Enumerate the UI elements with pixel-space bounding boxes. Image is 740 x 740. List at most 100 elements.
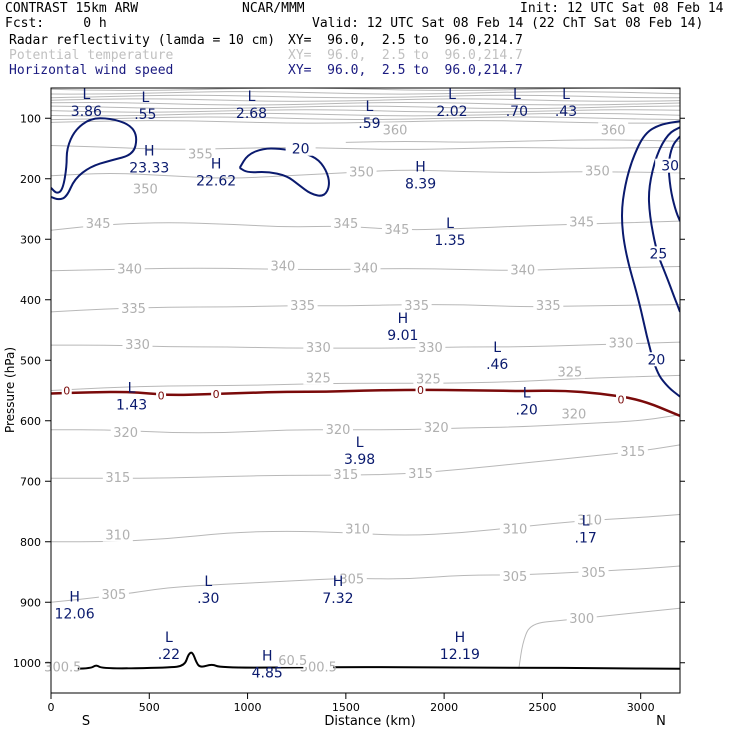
extremum-marker-0: L <box>82 87 90 103</box>
theta-label-320-2-bg <box>421 420 452 435</box>
theta-label-300.5-0: 300.5 <box>44 661 81 676</box>
extremum-value-9: 8.39 <box>405 177 436 193</box>
theta-contour-345 <box>51 220 680 231</box>
top-band-contour <box>51 98 680 102</box>
x-axis-left-end-label: S <box>82 714 90 729</box>
theta-label-300.5-0-bg <box>47 659 78 674</box>
refl-label-bg <box>211 388 222 400</box>
theta-label-350-1-bg <box>346 164 377 179</box>
top-band-contour <box>51 116 680 121</box>
extremum-marker-18: H <box>333 574 344 590</box>
theta-label-345-3-bg <box>566 214 597 229</box>
extremum-marker-16: L <box>582 514 590 530</box>
extremum-marker-1: L <box>141 90 149 106</box>
theta-contour-350 <box>51 169 680 179</box>
theta-label-345-3: 345 <box>569 215 594 230</box>
theta-label-345-1-bg <box>330 216 361 231</box>
theta-label-335-3-bg <box>533 297 564 312</box>
theta-label-320-3: 320 <box>561 408 586 423</box>
org-label: NCAR/MMM <box>242 1 305 16</box>
theta-label-315-1-bg <box>330 467 361 482</box>
theta-label-355-0-bg <box>185 146 216 161</box>
theta-label-320-0-bg <box>110 424 141 439</box>
theta-label-350-2: 350 <box>585 164 610 179</box>
theta-label-315-1: 315 <box>333 468 358 483</box>
reflectivity-contours <box>51 388 680 418</box>
theta-label-345-2-bg <box>381 222 412 237</box>
theta-label-305-1-bg <box>336 571 367 586</box>
theta-label-305-1: 305 <box>339 572 364 587</box>
extremum-value-8: 22.62 <box>196 174 236 190</box>
extremum-marker-4: L <box>448 87 456 103</box>
extremum-marker-5: L <box>513 87 521 103</box>
extremum-marker-8: H <box>211 157 222 173</box>
x-tick-label-2000: 2000 <box>430 701 458 714</box>
wind-label-20-2-0: 20 <box>647 352 665 368</box>
extremum-marker-6: L <box>562 87 570 103</box>
theta-label-300.5-1-bg <box>303 659 334 674</box>
extremum-marker-12: L <box>493 340 501 356</box>
extremum-value-22: 4.85 <box>252 666 283 682</box>
extremum-value-11: 9.01 <box>387 328 418 344</box>
extremum-value-20: .22 <box>158 647 180 663</box>
theta-label-335-1-bg <box>287 297 318 312</box>
theta-label-315-3-bg <box>617 444 648 459</box>
theta-label-345-0: 345 <box>86 217 111 232</box>
theta-label-340-2: 340 <box>353 261 378 276</box>
theta-label-315-2-bg <box>405 465 436 480</box>
theta-label-315-0-bg <box>102 470 133 485</box>
theta-label-340-0-bg <box>114 261 145 276</box>
reflectivity-label-4: 0 <box>618 394 625 407</box>
theta-label-310-0-bg <box>102 527 133 542</box>
reflectivity-label-1: 0 <box>158 389 165 402</box>
theta-label-315-2: 315 <box>408 467 433 482</box>
extremum-marker-9: H <box>415 160 426 176</box>
reflectivity-label-2: 0 <box>213 388 220 401</box>
wind-label-20-1-0: 20 <box>292 142 310 158</box>
reflectivity-label-3: 0 <box>417 384 424 397</box>
contour-labels: 355 360 360 350 350 350 345 345 345 345 340 340 340 3… <box>44 122 686 676</box>
theta-label-345-2: 345 <box>385 223 410 238</box>
wind-contour-30 <box>667 135 680 222</box>
theta-label-360-1: 360 <box>601 123 626 138</box>
theta-label-335-0-bg <box>118 300 149 315</box>
extremum-value-7: 23.33 <box>129 160 169 176</box>
theta-label-320-0: 320 <box>113 426 138 441</box>
x-axis-right-end-label: N <box>656 714 666 729</box>
theta-label-360-0: 360 <box>383 123 408 138</box>
field-theta-xy: XY= 96.0, 2.5 to 96.0,214.7 <box>288 48 523 63</box>
extremum-marker-14: L <box>523 385 531 401</box>
theta-label-305-0: 305 <box>101 588 126 603</box>
extremum-value-15: 3.98 <box>344 452 375 468</box>
extremum-value-13: 1.43 <box>116 398 147 414</box>
theta-contour-360 <box>345 139 680 143</box>
theta-label-350-0-bg <box>130 181 161 196</box>
extremum-value-1: .55 <box>134 107 156 123</box>
refl-label-bg <box>61 384 72 396</box>
theta-label-325-0: 325 <box>306 371 331 386</box>
theta-label-350-2-bg <box>582 163 613 178</box>
theta-label-350-1: 350 <box>349 166 374 181</box>
wind-label-20-1-0-bg <box>285 141 316 156</box>
theta-label-310-3: 310 <box>577 514 602 529</box>
theta-label-350-0: 350 <box>133 183 158 198</box>
extremum-value-6: .43 <box>555 104 577 120</box>
theta-label-305-3: 305 <box>581 566 606 581</box>
top-band-contour <box>51 102 680 106</box>
theta-label-340-2-bg <box>350 260 381 275</box>
theta-label-310-1: 310 <box>345 523 370 538</box>
wind-label-30-4-0-bg <box>655 158 686 173</box>
theta-label-340-0: 340 <box>117 263 142 278</box>
theta-label-300-0-bg <box>566 611 597 626</box>
theta-label-345-1: 345 <box>333 217 358 232</box>
field-theta-name: Potential temperature <box>9 48 174 63</box>
reflectivity-zero-contour <box>51 388 680 418</box>
theta-label-330-1-bg <box>303 340 334 355</box>
theta-label-310-2: 310 <box>502 523 527 538</box>
y-tick-label-200: 200 <box>20 173 41 186</box>
top-band-contour <box>51 94 680 99</box>
theta-label-60.5-0: 60.5 <box>278 654 307 669</box>
theta-label-345-0-bg <box>83 216 114 231</box>
